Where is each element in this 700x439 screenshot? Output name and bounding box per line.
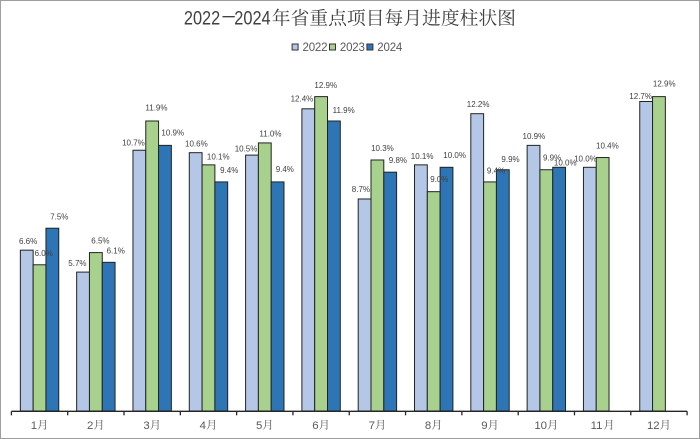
svg-text:10: 10 [534, 420, 547, 432]
svg-text:2024: 2024 [377, 42, 403, 54]
svg-text:9.9%: 9.9% [501, 155, 519, 164]
svg-text:4: 4 [200, 420, 206, 432]
svg-text:12.4%: 12.4% [291, 95, 314, 104]
svg-text:10.0%: 10.0% [554, 159, 577, 168]
svg-text:10.3%: 10.3% [371, 144, 394, 153]
svg-text:12.9%: 12.9% [314, 81, 337, 90]
svg-text:12.7%: 12.7% [629, 92, 652, 101]
svg-text:9.4%: 9.4% [276, 165, 294, 174]
svg-text:9.9%: 9.9% [543, 153, 561, 162]
svg-text:6.0%: 6.0% [35, 249, 53, 258]
svg-text:12.9%: 12.9% [653, 80, 676, 89]
svg-text:10.0%: 10.0% [443, 151, 466, 160]
svg-text:9.4%: 9.4% [487, 166, 505, 175]
svg-text:10.0%: 10.0% [574, 154, 597, 163]
svg-text:3: 3 [143, 420, 149, 432]
svg-text:2022: 2022 [303, 42, 328, 54]
svg-text:11.9%: 11.9% [333, 106, 355, 115]
svg-text:11.0%: 11.0% [259, 130, 281, 139]
svg-text:1: 1 [31, 420, 37, 432]
svg-text:10.9%: 10.9% [161, 129, 184, 138]
svg-text:10.1%: 10.1% [207, 152, 230, 161]
svg-text:2: 2 [87, 420, 93, 432]
svg-text:9.0%: 9.0% [430, 175, 448, 184]
svg-text:11.9%: 11.9% [145, 104, 167, 113]
svg-text:5.7%: 5.7% [68, 259, 86, 268]
svg-text:11: 11 [591, 420, 603, 432]
svg-text:6.5%: 6.5% [91, 237, 109, 246]
svg-text:9: 9 [481, 420, 487, 432]
svg-text:6: 6 [312, 420, 318, 432]
svg-text:9.8%: 9.8% [389, 156, 407, 165]
svg-text:10.4%: 10.4% [596, 142, 619, 151]
svg-text:8.7%: 8.7% [352, 185, 370, 194]
svg-text:10.9%: 10.9% [523, 132, 546, 141]
svg-text:12.2%: 12.2% [467, 100, 490, 109]
svg-text:2023: 2023 [340, 42, 365, 54]
svg-text:6.1%: 6.1% [107, 246, 125, 255]
svg-text:10.1%: 10.1% [411, 152, 434, 161]
svg-text:2022: 2022 [184, 7, 220, 28]
svg-text:12: 12 [647, 420, 660, 432]
svg-text:9.4%: 9.4% [220, 166, 238, 175]
svg-text:5: 5 [256, 420, 262, 432]
svg-text:2024: 2024 [234, 7, 270, 28]
svg-text:7.5%: 7.5% [50, 213, 68, 222]
svg-text:10.6%: 10.6% [185, 140, 208, 149]
svg-text:10.7%: 10.7% [122, 139, 145, 148]
svg-text:8: 8 [425, 420, 431, 432]
svg-text:6.6%: 6.6% [19, 237, 37, 246]
svg-text:7: 7 [369, 420, 375, 432]
svg-text:10.5%: 10.5% [235, 144, 258, 153]
